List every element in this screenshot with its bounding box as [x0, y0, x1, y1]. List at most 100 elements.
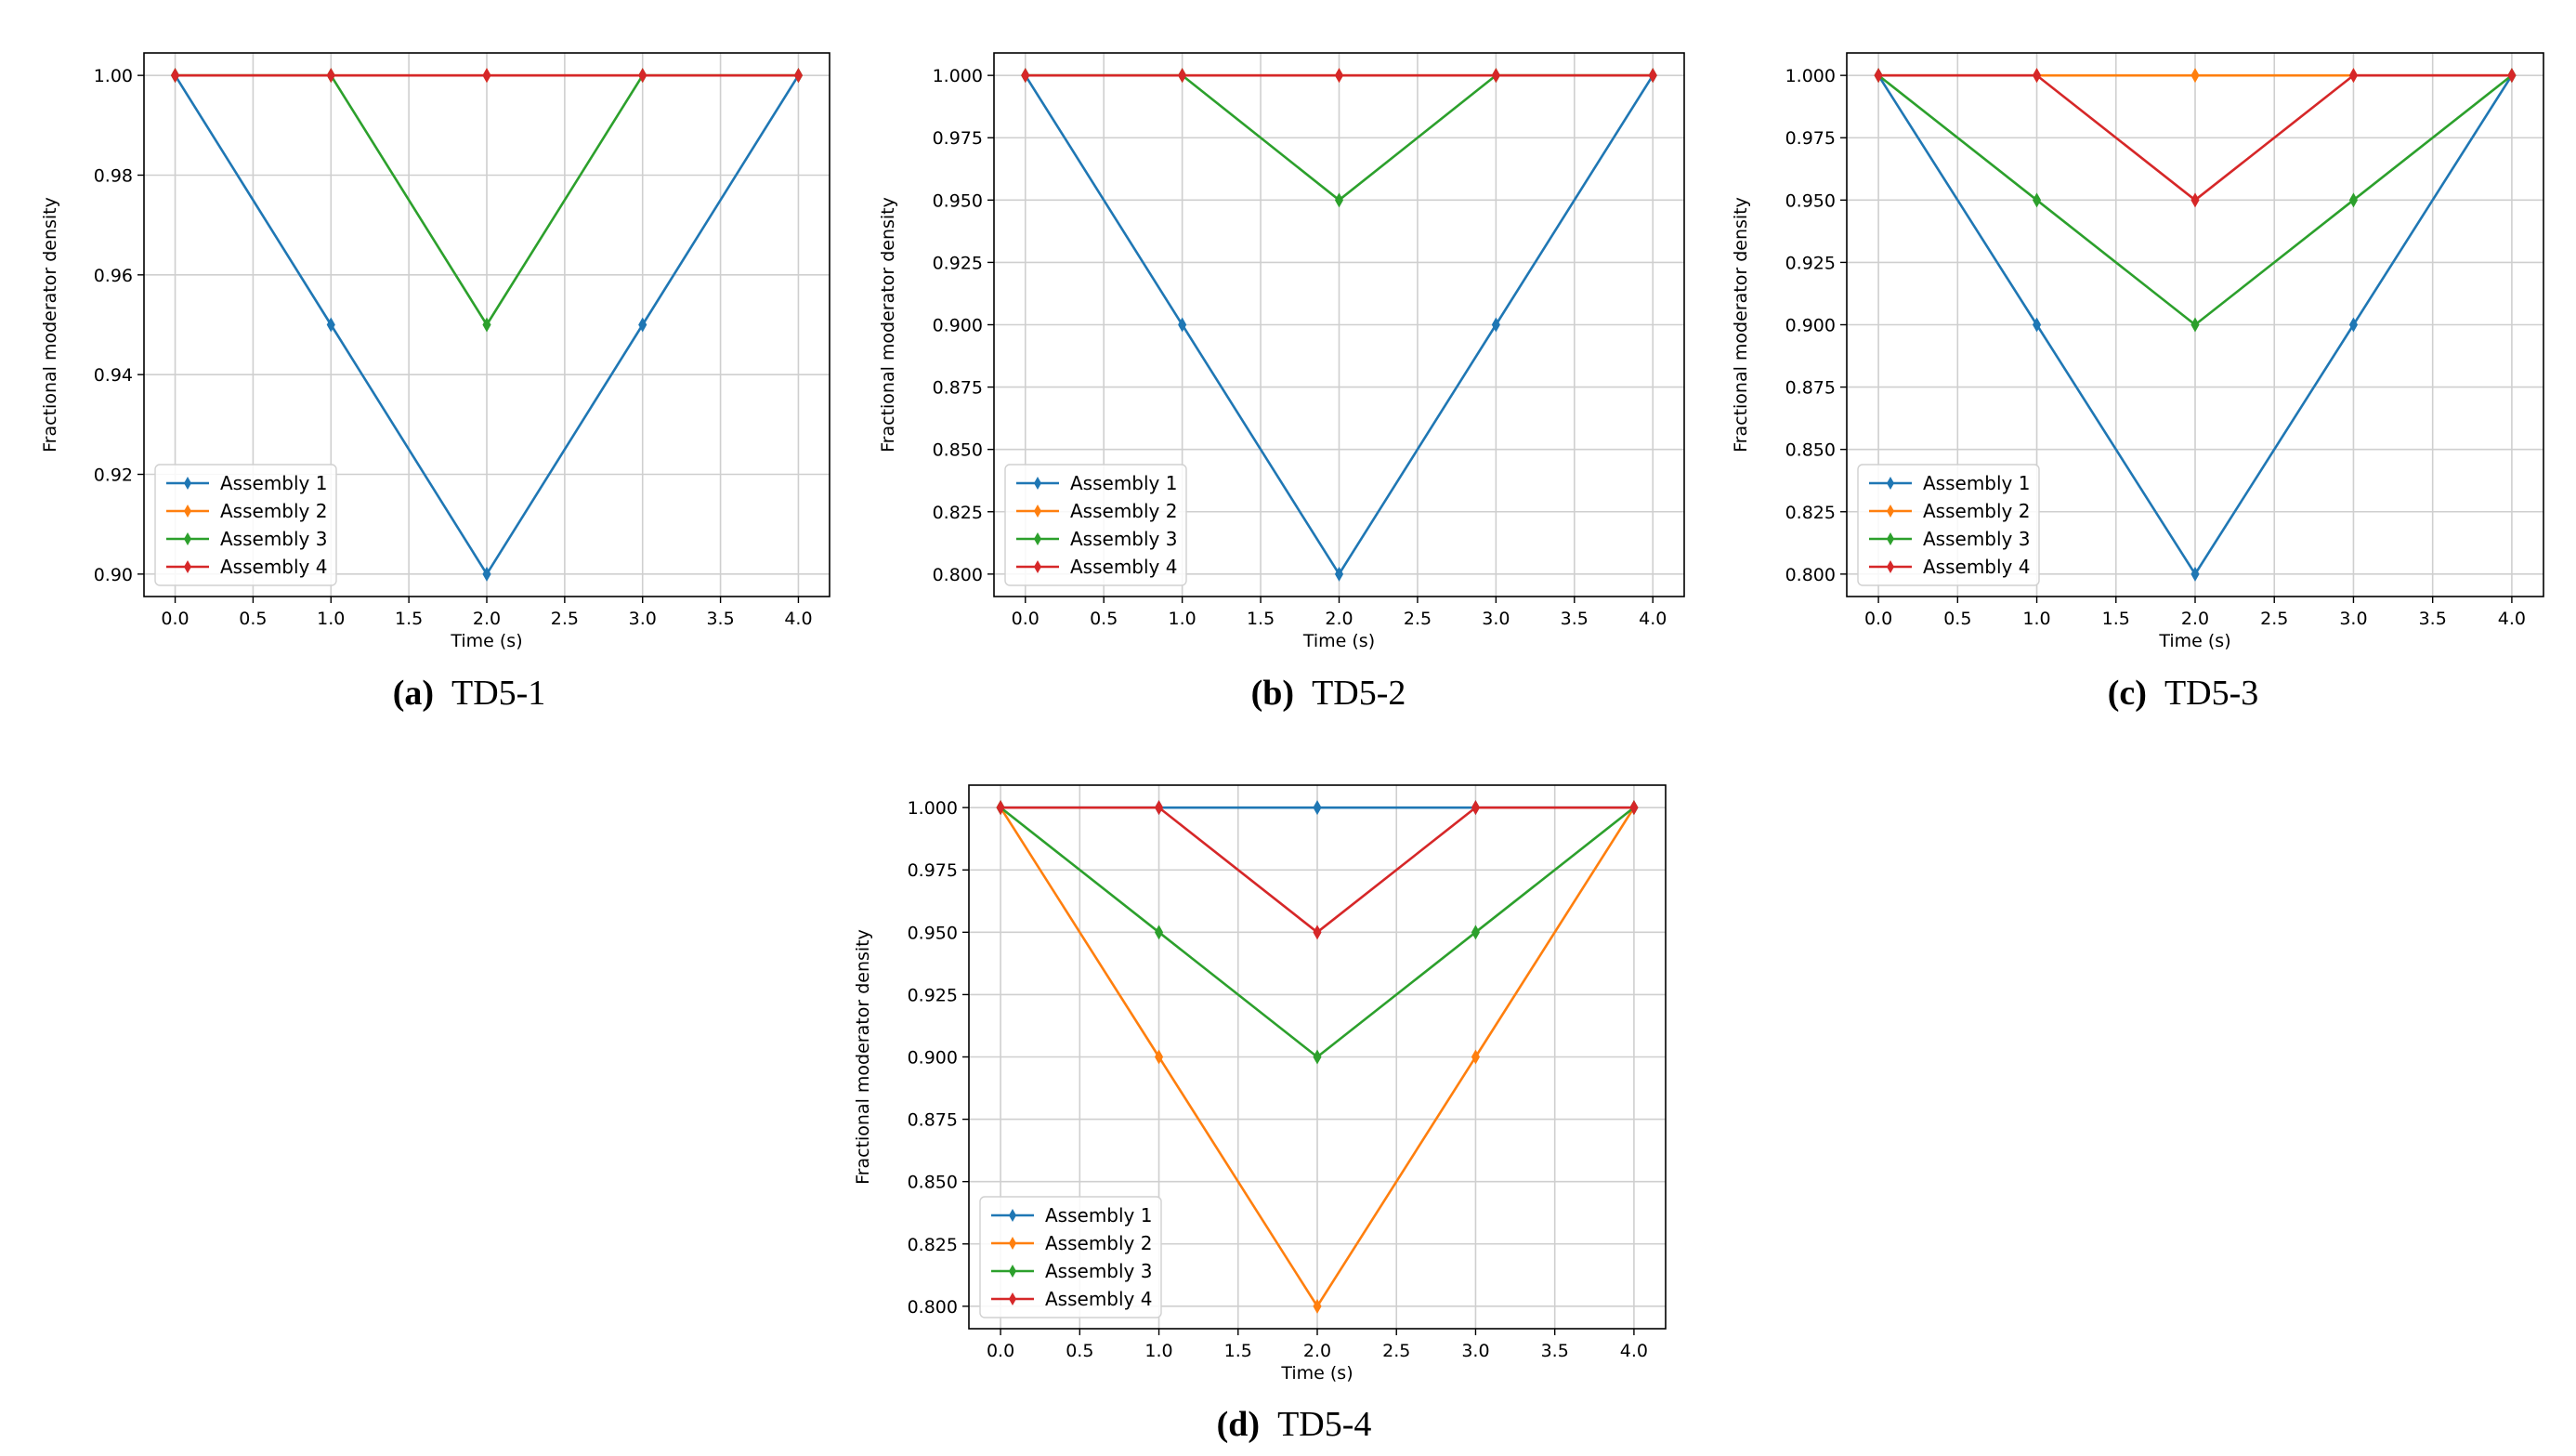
legend-entry-assembly-3: Assembly 3 — [1923, 528, 2030, 550]
legend-entry-assembly-4: Assembly 4 — [1070, 556, 1177, 578]
data-point-assembly-3 — [1313, 1049, 1322, 1065]
panel-caption-text: TD5-2 — [1294, 674, 1406, 713]
y-tick-label: 0.925 — [933, 253, 983, 273]
data-point-assembly-4 — [1154, 800, 1164, 816]
data-point-assembly-4 — [1491, 68, 1500, 84]
y-tick-label: 0.950 — [933, 190, 983, 211]
legend-marker-assembly-3 — [1887, 532, 1894, 545]
data-point-assembly-3 — [1471, 925, 1481, 940]
x-tick-label: 1.5 — [395, 609, 423, 629]
x-tick-label: 1.5 — [1247, 609, 1275, 629]
legend-entry-assembly-3: Assembly 3 — [1070, 528, 1177, 550]
x-tick-label: 0.5 — [1943, 609, 1971, 629]
legend-entry-assembly-1: Assembly 1 — [220, 472, 327, 494]
x-tick-label: 4.0 — [1639, 609, 1667, 629]
y-tick-label: 0.850 — [908, 1173, 958, 1193]
chart-panel-1: 0.0 0.5 1.0 1.5 2.0 2.5 3.0 3.5 4.0 0.800 0.825 0.8… — [878, 52, 1685, 713]
x-tick-label: 0.0 — [1864, 609, 1892, 629]
data-point-assembly-3 — [2032, 192, 2042, 208]
panel-caption-tag: (d) — [1217, 1405, 1260, 1444]
legend-marker-assembly-1 — [1009, 1209, 1016, 1222]
y-tick-label: 0.94 — [94, 365, 133, 386]
legend-entry-assembly-2: Assembly 2 — [1070, 500, 1177, 522]
y-tick-label: 0.825 — [1785, 503, 1836, 523]
y-tick-label: 0.950 — [908, 923, 958, 943]
data-point-assembly-4 — [793, 68, 804, 84]
x-tick-label: 3.0 — [1461, 1341, 1489, 1361]
y-axis-label: Fractional moderator density — [40, 197, 60, 453]
chart-panel-2: 0.0 0.5 1.0 1.5 2.0 2.5 3.0 3.5 4.0 0.800 0.825 0.8… — [1731, 52, 2544, 713]
x-tick-label: 0.5 — [1066, 1341, 1093, 1361]
y-tick-label: 0.900 — [933, 316, 983, 336]
legend-entry-assembly-2: Assembly 2 — [1045, 1232, 1152, 1254]
legend-marker-assembly-1 — [184, 477, 191, 490]
legend-box — [1857, 464, 2040, 586]
x-tick-label: 0.5 — [1090, 609, 1118, 629]
x-tick-label: 2.0 — [473, 609, 501, 629]
data-point-assembly-4 — [1178, 68, 1187, 84]
x-tick-label: 2.5 — [551, 609, 579, 629]
panel-caption-tag: (b) — [1251, 674, 1294, 713]
data-point-assembly-4 — [2190, 192, 2200, 208]
data-point-assembly-4 — [2348, 68, 2359, 84]
legend-marker-assembly-1 — [1034, 477, 1041, 490]
panel-caption: (b) TD5-2 — [1251, 674, 1406, 713]
y-tick-label: 1.000 — [933, 66, 983, 86]
x-tick-label: 3.5 — [1561, 609, 1589, 629]
data-point-assembly-3 — [2190, 317, 2200, 333]
legend-marker-assembly-4 — [1887, 560, 1894, 573]
legend-box — [979, 1196, 1162, 1318]
x-axis-label: Time (s) — [1280, 1363, 1353, 1384]
x-tick-label: 3.0 — [1482, 609, 1510, 629]
data-point-assembly-1 — [638, 317, 647, 333]
legend-entry-assembly-4: Assembly 4 — [220, 556, 327, 578]
legend-box — [154, 464, 337, 586]
data-point-assembly-3 — [2348, 192, 2359, 208]
y-tick-label: 0.850 — [1785, 440, 1836, 461]
panel-caption-tag: (a) — [393, 674, 434, 713]
data-point-assembly-1 — [326, 317, 335, 333]
x-tick-label: 2.5 — [2260, 609, 2288, 629]
x-tick-label: 4.0 — [1620, 1341, 1648, 1361]
data-point-assembly-4 — [638, 68, 647, 84]
legend-marker-assembly-2 — [184, 505, 191, 518]
data-point-assembly-1 — [1313, 800, 1322, 816]
data-point-assembly-2 — [2190, 68, 2200, 84]
legend-entry-assembly-3: Assembly 3 — [220, 528, 327, 550]
y-axis-label: Fractional moderator density — [1731, 197, 1751, 453]
y-tick-label: 0.92 — [94, 466, 133, 486]
legend-marker-assembly-4 — [1034, 560, 1041, 573]
x-tick-label: 3.5 — [706, 609, 734, 629]
y-tick-label: 0.975 — [933, 128, 983, 149]
legend-marker-assembly-3 — [1009, 1265, 1016, 1278]
y-tick-label: 0.975 — [1785, 128, 1836, 149]
panel-caption-text: TD5-1 — [434, 674, 545, 713]
data-point-assembly-4 — [1471, 800, 1481, 816]
legend-entry-assembly-3: Assembly 3 — [1045, 1260, 1152, 1282]
y-tick-label: 0.925 — [908, 985, 958, 1005]
y-tick-label: 0.98 — [94, 165, 133, 186]
data-point-assembly-4 — [482, 68, 491, 84]
x-tick-label: 0.0 — [1012, 609, 1040, 629]
legend-marker-assembly-4 — [184, 560, 191, 573]
data-point-assembly-4 — [1648, 68, 1657, 84]
x-tick-label: 3.0 — [2339, 609, 2367, 629]
x-tick-label: 1.0 — [2022, 609, 2050, 629]
legend-entry-assembly-2: Assembly 2 — [1923, 500, 2030, 522]
y-tick-label: 0.825 — [908, 1235, 958, 1255]
legend-marker-assembly-2 — [1009, 1237, 1016, 1250]
x-tick-label: 2.0 — [1325, 609, 1353, 629]
legend-marker-assembly-3 — [184, 532, 191, 545]
x-tick-label: 2.0 — [2181, 609, 2209, 629]
x-axis-label: Time (s) — [2158, 631, 2230, 651]
legend-box — [1004, 464, 1187, 586]
panel-caption: (a) TD5-1 — [393, 674, 546, 713]
x-tick-label: 3.5 — [1541, 1341, 1569, 1361]
legend-entry-assembly-4: Assembly 4 — [1923, 556, 2030, 578]
legend-entry-assembly-1: Assembly 1 — [1070, 472, 1177, 494]
x-tick-label: 1.5 — [1224, 1341, 1252, 1361]
legend-marker-assembly-2 — [1034, 505, 1041, 518]
data-point-assembly-4 — [1021, 68, 1030, 84]
y-tick-label: 0.825 — [933, 503, 983, 523]
chart-panel-3: 0.0 0.5 1.0 1.5 2.0 2.5 3.0 3.5 4.0 0.800 0.825 0.8… — [853, 784, 1667, 1444]
